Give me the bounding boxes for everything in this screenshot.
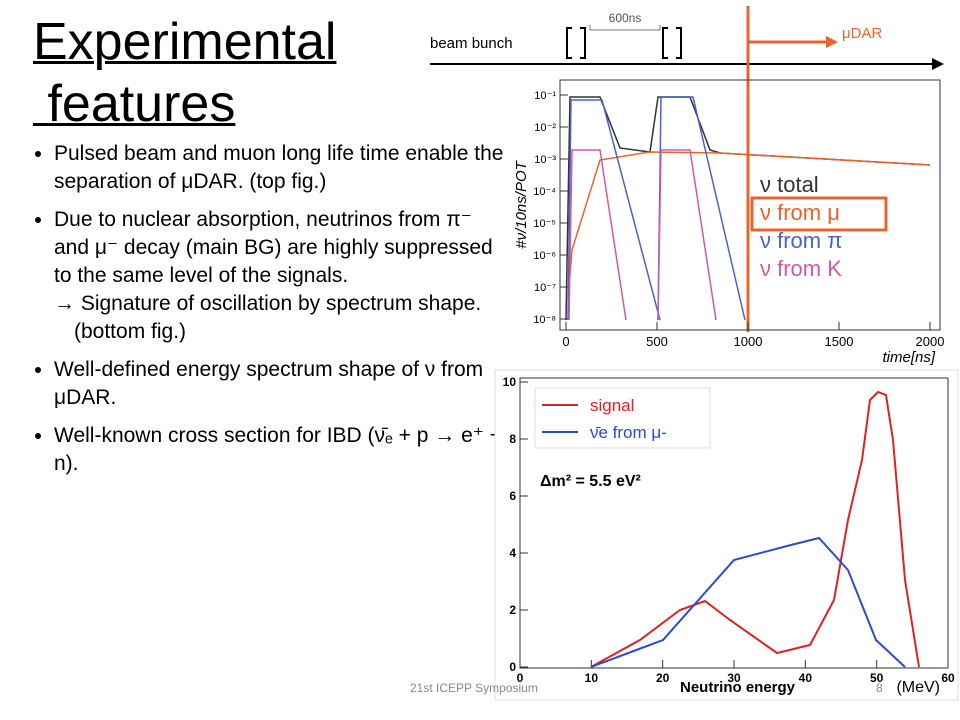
beam-label: beam bunch xyxy=(430,35,513,52)
title-line: Experimental xyxy=(33,13,337,71)
arrow-head xyxy=(826,36,838,48)
curve-mu xyxy=(567,151,931,301)
x-tick-label: 10 xyxy=(585,671,599,685)
annotation: Δm² = 5.5 eV² xyxy=(540,473,641,490)
legend-label: ν total xyxy=(760,172,819,197)
bullet-text: Well-known cross section for IBD (ν̄ₑ + … xyxy=(54,424,502,475)
y-tick-label: 10⁻³ xyxy=(534,154,556,166)
legend-label: ν from K xyxy=(760,256,842,281)
y-tick-label: 2 xyxy=(509,603,516,617)
footer-event: 21st ICEPP Symposium xyxy=(410,681,538,695)
x-tick-label: 0 xyxy=(562,334,569,349)
x-tick-label: 60 xyxy=(941,671,955,685)
curve-k xyxy=(568,149,717,321)
bullet-list: Pulsed beam and muon long life time enab… xyxy=(30,140,509,488)
x-axis-label: (MeV) xyxy=(896,679,940,696)
curve-pi xyxy=(567,96,746,321)
x-axis-label: time[ns] xyxy=(882,349,935,366)
y-tick-label: 10⁻⁷ xyxy=(534,282,556,294)
legend-label: ν from π xyxy=(760,228,842,253)
legend-label: ν̄e from μ- xyxy=(590,423,667,442)
interval-label: 600ns xyxy=(609,11,642,25)
bullet: Due to nuclear absorption, neutrinos fro… xyxy=(54,206,509,346)
x-tick-label: 20 xyxy=(656,671,670,685)
y-tick-label: 10⁻⁴ xyxy=(533,186,556,198)
x-tick-label: 40 xyxy=(799,671,813,685)
curve-total xyxy=(565,96,931,321)
bullet-text: Pulsed beam and muon long life time enab… xyxy=(54,142,504,193)
y-tick-label: 10 xyxy=(503,375,517,389)
x-tick-label: 0 xyxy=(517,671,524,685)
x-tick-label: 30 xyxy=(727,671,741,685)
y-tick-label: 8 xyxy=(509,432,516,446)
bullet-text: Due to nuclear absorption, neutrinos fro… xyxy=(54,208,493,287)
arrow-head xyxy=(932,58,944,70)
y-tick-label: 10⁻² xyxy=(534,122,556,134)
legend: ν total ν from μ ν from π ν from K xyxy=(760,172,842,281)
y-tick-label: 10⁻⁸ xyxy=(533,314,556,326)
bunch-bracket xyxy=(566,27,682,59)
y-tick-label: 0 xyxy=(509,660,516,674)
y-axis-label: #ν/10ns/POT xyxy=(513,159,530,248)
bullet: Well-known cross section for IBD (ν̄ₑ + … xyxy=(54,422,509,478)
y-tick-label: 10⁻¹ xyxy=(534,90,556,102)
bullet-sub: → Signature of oscillation by spectrum s… xyxy=(54,292,482,343)
tick-group: 0 500 1000 1500 2000 10⁻¹ 10⁻² 10⁻³ 10⁻⁴ 10⁻⁵ 10⁻⁶… xyxy=(533,90,944,349)
x-tick-label: 1000 xyxy=(734,334,763,349)
y-tick-label: 10⁻⁶ xyxy=(533,250,556,262)
x-tick-label: 1500 xyxy=(825,334,854,349)
dar-label: μDAR xyxy=(842,25,882,42)
legend-label: signal xyxy=(590,396,634,415)
title-line: features xyxy=(33,75,236,133)
legend-label: ν from μ xyxy=(760,200,840,225)
bullet-text: Well-defined energy spectrum shape of ν … xyxy=(54,358,484,409)
curve-background xyxy=(590,536,906,668)
interval-bracket xyxy=(589,25,661,31)
legend-highlight xyxy=(750,196,888,232)
y-tick-label: 4 xyxy=(509,546,516,560)
caption: Neutrino energy xyxy=(680,679,796,696)
legend-box xyxy=(534,387,711,449)
page-number: 8 xyxy=(876,681,883,695)
bullet: Well-defined energy spectrum shape of ν … xyxy=(54,356,509,412)
y-tick-label: 10⁻⁵ xyxy=(533,218,556,230)
x-tick-label: 500 xyxy=(646,334,668,349)
x-tick-label: 2000 xyxy=(916,334,945,349)
y-tick-label: 6 xyxy=(509,489,516,503)
plot-frame xyxy=(559,79,941,331)
x-tick-label: 50 xyxy=(870,671,884,685)
bullet: Pulsed beam and muon long life time enab… xyxy=(54,140,509,196)
tick-group: 0 10 20 30 40 50 60 0 2 4 6 8 10 xyxy=(503,375,955,685)
